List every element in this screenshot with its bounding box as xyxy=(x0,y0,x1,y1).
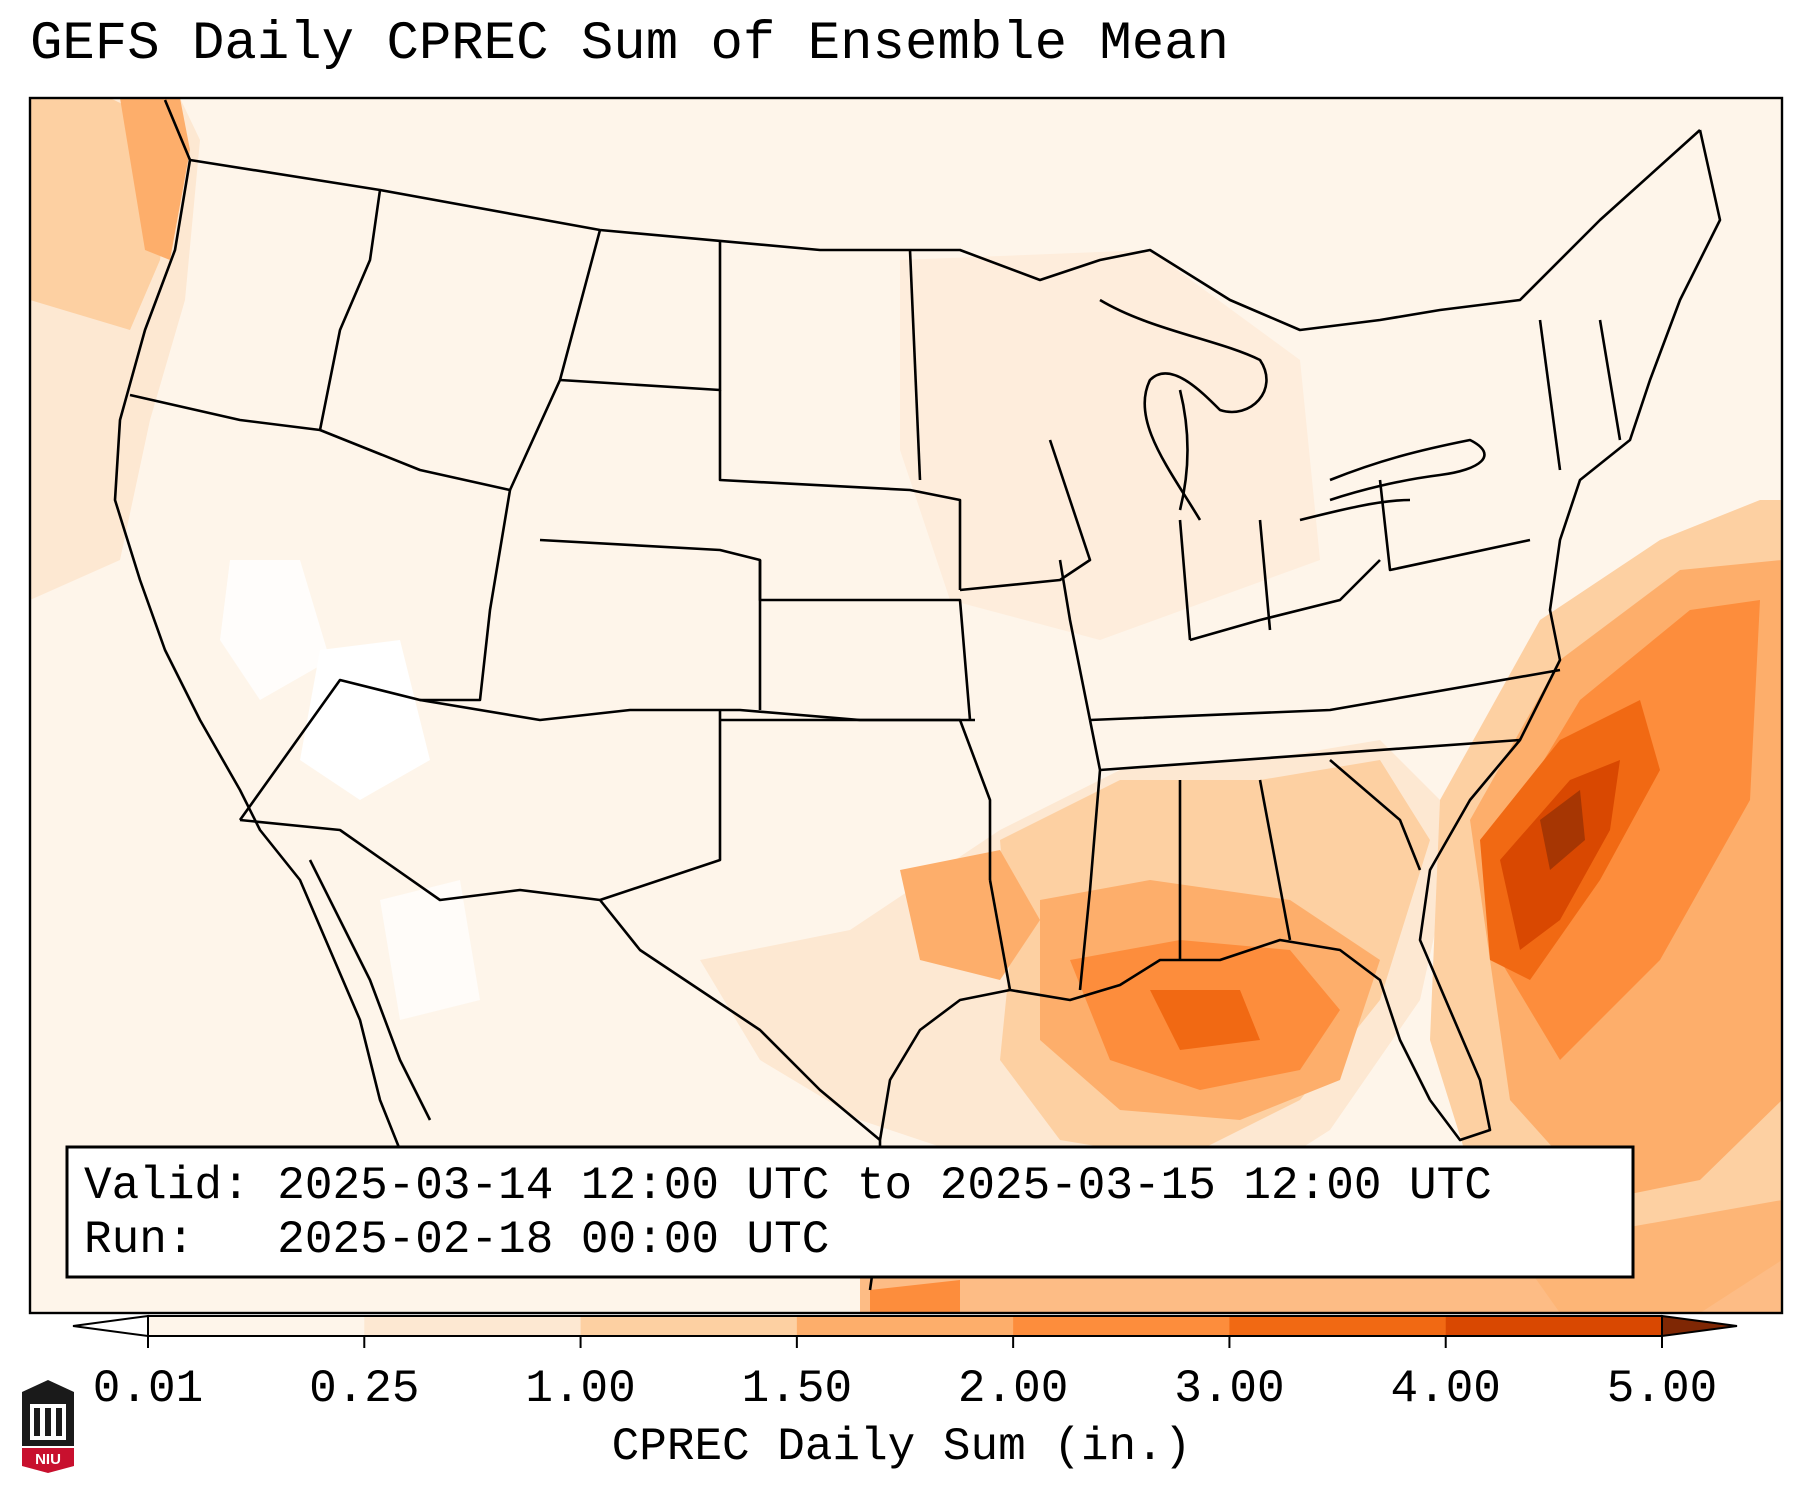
colorbar-tick-label: 3.00 xyxy=(1174,1363,1285,1415)
colorbar-segment xyxy=(1013,1316,1230,1336)
niu-logo-icon: NIU xyxy=(22,1380,74,1473)
colorbar-segment xyxy=(796,1316,1014,1336)
colorbar-tick-label: 2.00 xyxy=(957,1363,1069,1415)
colorbar-segment xyxy=(1229,1316,1447,1336)
colorbar-over-extension xyxy=(1661,1314,1738,1338)
colorbar-tick-label: 1.00 xyxy=(525,1363,636,1415)
colorbar xyxy=(72,1314,1738,1348)
precipitation-field xyxy=(30,98,1782,1313)
colorbar-tick-label: 4.00 xyxy=(1390,1363,1501,1415)
valid-value: 2025-03-14 12:00 UTC to 2025-03-15 12:00… xyxy=(277,1160,1492,1212)
run-label: Run: xyxy=(84,1214,195,1266)
colorbar-under-extension xyxy=(72,1314,149,1338)
page-title: GEFS Daily CPREC Sum of Ensemble Mean xyxy=(30,14,1229,75)
logo-text: NIU xyxy=(35,1451,61,1468)
map-frame xyxy=(28,96,1784,1315)
colorbar-tick-label: 5.00 xyxy=(1606,1363,1718,1415)
colorbar-segment xyxy=(148,1316,365,1336)
colorbar-tick-label: 0.25 xyxy=(309,1363,420,1415)
info-box xyxy=(65,1145,1635,1279)
valid-line: Valid: 2025-03-14 12:00 UTC to 2025-03-1… xyxy=(84,1163,1492,1209)
run-line: Run: 2025-02-18 00:00 UTC xyxy=(84,1217,829,1263)
run-value: 2025-02-18 00:00 UTC xyxy=(277,1214,830,1266)
map-boundaries xyxy=(113,99,1722,1291)
colorbar-segment xyxy=(580,1316,798,1336)
colorbar-outline xyxy=(147,1315,1663,1337)
colorbar-tick-label: 1.50 xyxy=(741,1363,853,1415)
valid-label: Valid: xyxy=(84,1160,250,1212)
colorbar-title: CPREC Daily Sum (in.) xyxy=(611,1421,1192,1473)
colorbar-tick-label: 0.01 xyxy=(92,1363,204,1415)
colorbar-segment xyxy=(1445,1316,1663,1336)
colorbar-segment xyxy=(364,1316,582,1336)
